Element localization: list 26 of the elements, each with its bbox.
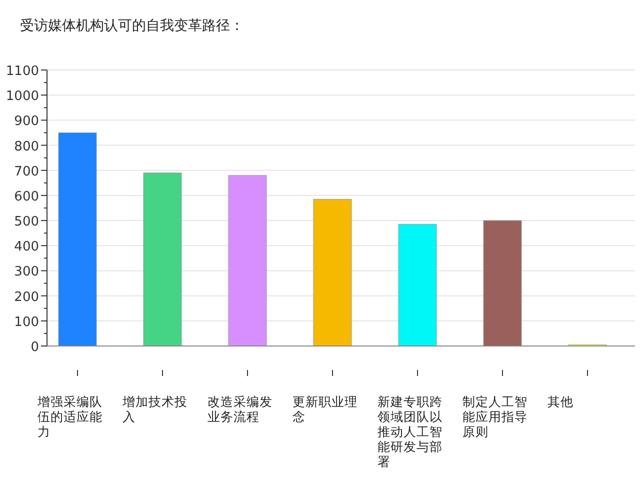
y-tick-label: 200: [14, 290, 39, 305]
x-tick-label: 制定人工智能应用指导原则: [462, 394, 528, 439]
y-tick-label: 300: [14, 264, 39, 280]
bar: [58, 132, 97, 346]
y-tick-label: 1100: [6, 64, 39, 79]
bar: [228, 175, 267, 346]
x-tick-label: 更新职业理念: [292, 394, 358, 424]
bar: [313, 198, 352, 346]
y-tick-label: 600: [14, 189, 39, 204]
y-tick-label: 900: [14, 114, 39, 130]
bar: [483, 220, 522, 346]
y-tick-label: 500: [14, 214, 39, 230]
y-tick-label: 100: [14, 314, 39, 330]
bar: [398, 224, 437, 346]
x-tick-label: 增加技术投入: [122, 394, 188, 424]
y-tick-label: 0: [30, 340, 39, 355]
y-tick-label: 400: [14, 240, 39, 255]
y-tick-label: 1000: [6, 89, 39, 104]
bar: [143, 172, 182, 346]
y-tick-label: 700: [14, 164, 39, 180]
y-tick-label: 800: [14, 139, 39, 154]
x-tick-label: 增强采编队伍的适应能力: [36, 394, 102, 439]
chart-title: 受访媒体机构认可的自我变革路径：: [20, 18, 244, 34]
x-tick-label: 改造采编发业务流程: [208, 394, 272, 424]
x-tick-label: 其他: [548, 394, 574, 409]
x-tick-label: 新建专职跨领域团队以推动人工智能研发与部署: [378, 394, 442, 469]
